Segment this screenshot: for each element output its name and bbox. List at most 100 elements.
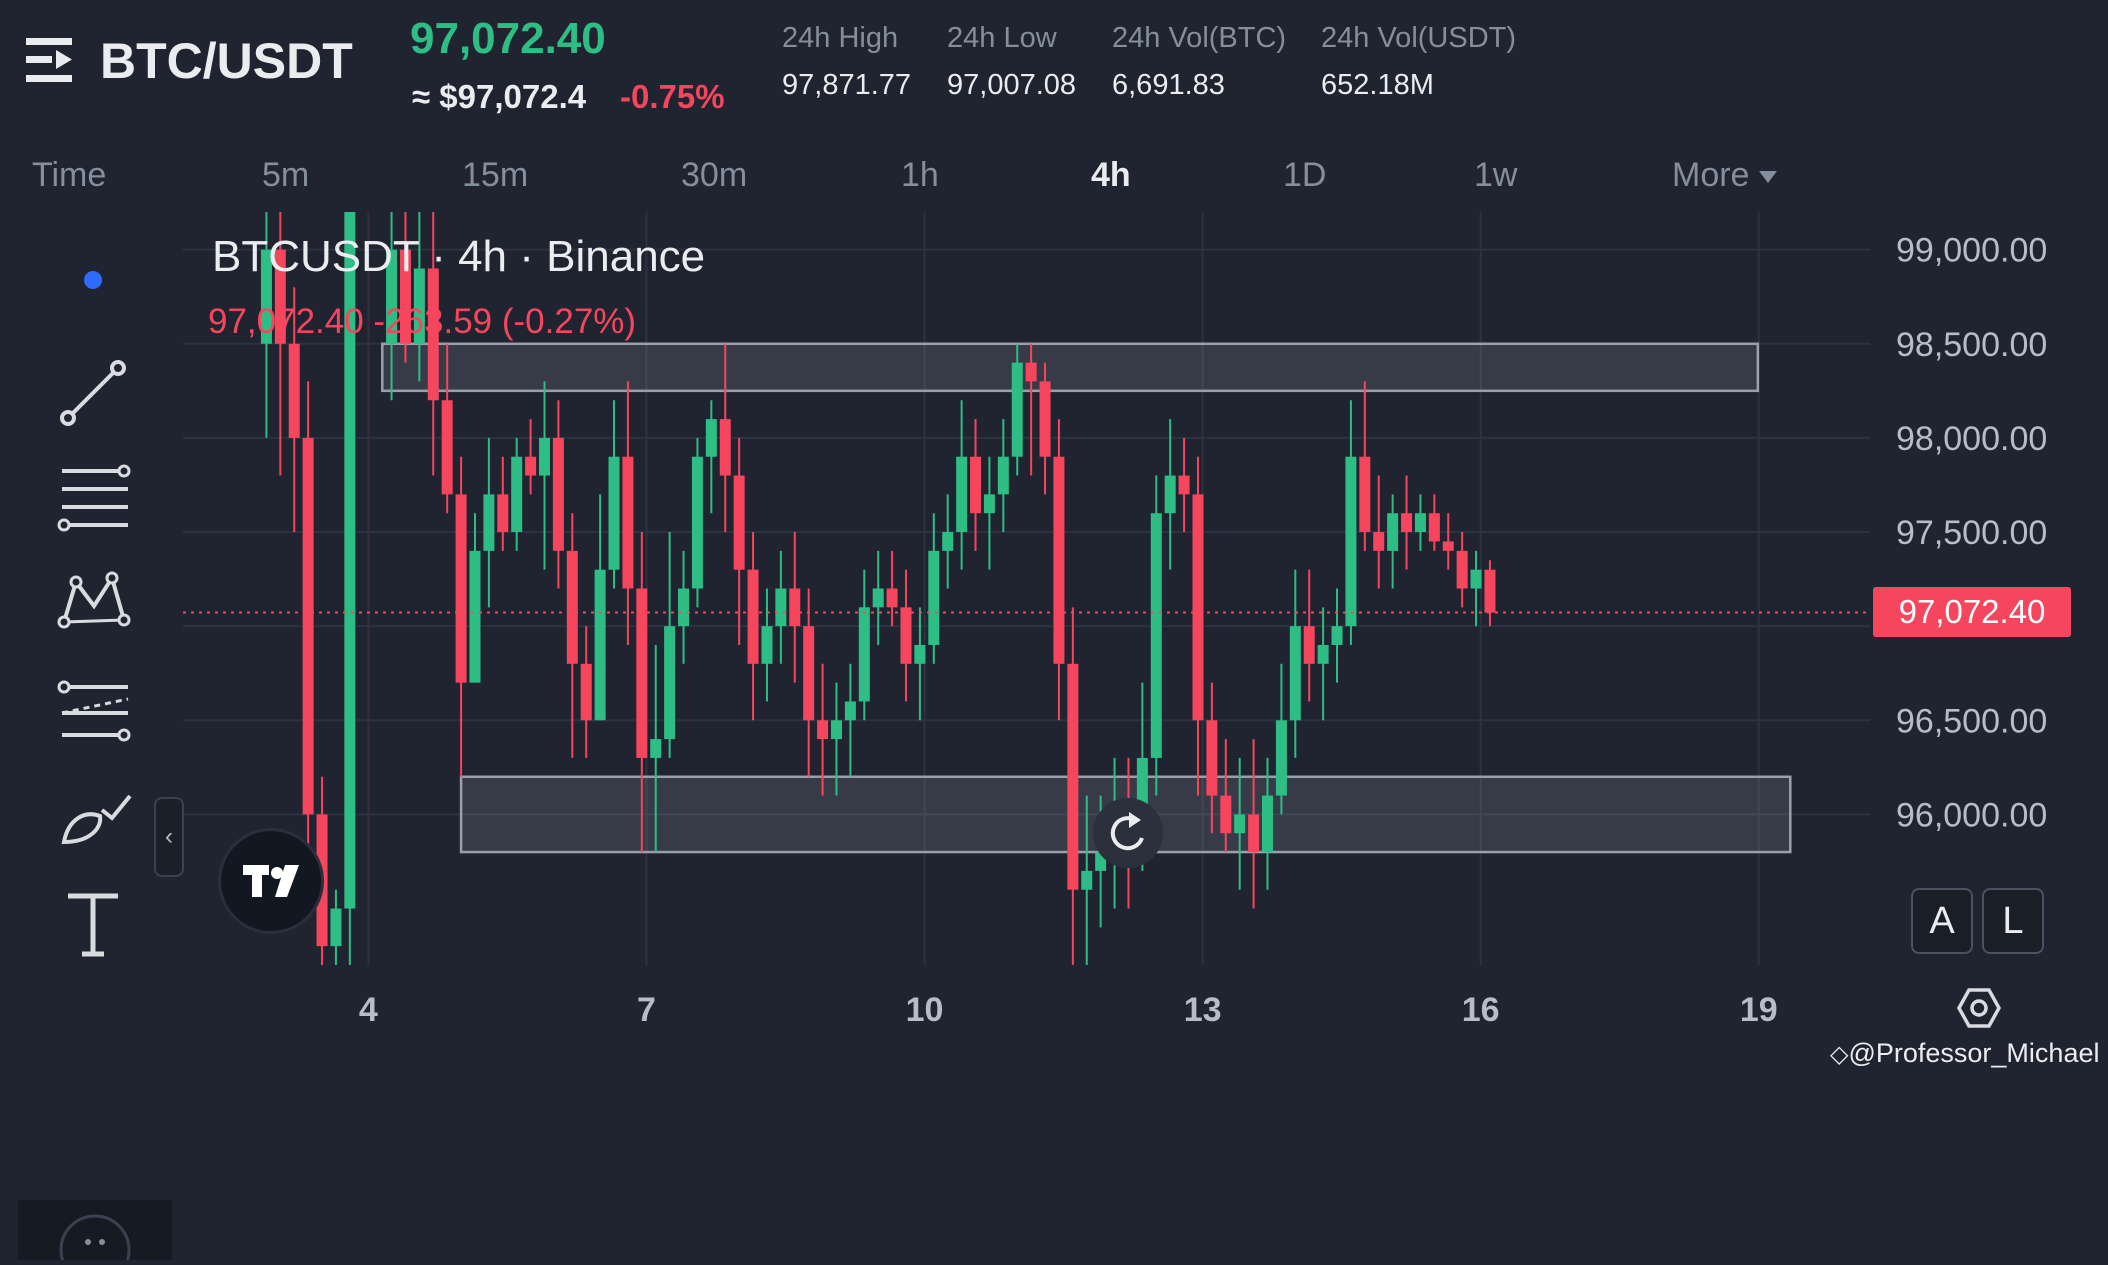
candle-body <box>1387 513 1399 551</box>
candle-body <box>1442 541 1454 551</box>
chart-legend-ohlc: 97,072.40 -263.59 (-0.27%) <box>208 302 637 341</box>
candle-body <box>399 249 411 344</box>
candle-body <box>1303 626 1315 664</box>
candle-body <box>1262 795 1273 853</box>
stat-24h-vol-usdt: 24h Vol(USDT) 652.18M <box>1321 22 1516 102</box>
candle-body <box>330 908 342 947</box>
approx-usd-price: ≈ $97,072.4 <box>412 78 587 115</box>
tab-15m[interactable]: 15m <box>462 156 529 194</box>
candle-body <box>678 588 690 627</box>
auto-scale-button[interactable]: A <box>1911 888 1973 954</box>
x-axis-tick-label: 19 <box>1740 991 1778 1029</box>
candle-body <box>664 626 676 740</box>
candle-body <box>1414 513 1426 533</box>
menu-icon[interactable] <box>26 36 78 84</box>
candle-body <box>1331 626 1343 645</box>
candle-body <box>650 739 662 758</box>
zone-rectangle <box>381 342 1760 393</box>
time-label[interactable]: Time <box>32 156 107 194</box>
stat-value: 97,871.77 <box>782 69 912 101</box>
tab-5m[interactable]: 5m <box>262 156 310 194</box>
candle-body <box>608 456 620 570</box>
y-axis-tick-label: 99,000.00 <box>1896 232 2047 270</box>
chart-canvas[interactable]: 99,000.00 98,500.00 98,000.00 97,500.00 96,5… <box>0 0 2108 1080</box>
price-chart[interactable]: 99,000.00 98,500.00 98,000.00 97,500.00 96,5… <box>0 0 2108 1080</box>
chart-settings-icon[interactable] <box>1955 984 2003 1032</box>
candle-body <box>539 437 550 476</box>
stat-24h-vol-btc: 24h Vol(BTC) 6,691.83 <box>1112 22 1286 102</box>
candle-body <box>413 268 425 344</box>
candle-body <box>1373 532 1385 551</box>
candle-body <box>1275 720 1287 796</box>
candle-body <box>455 494 467 683</box>
candle-body <box>1206 720 1218 796</box>
candle-body <box>1234 814 1246 834</box>
candle-body <box>1053 456 1065 664</box>
stat-label: 24h Low <box>947 22 1057 54</box>
x-axis-tick-label: 10 <box>906 991 944 1029</box>
candle-body <box>1428 513 1440 542</box>
projection-icon[interactable] <box>50 665 136 751</box>
more-dots-icon <box>59 1214 131 1265</box>
candle-body <box>761 626 773 664</box>
y-axis-tick-label: 96,000.00 <box>1896 796 2047 834</box>
candle-body <box>1484 569 1496 613</box>
more-tools-button[interactable] <box>18 1200 172 1265</box>
fib-lines-icon[interactable] <box>50 455 136 541</box>
price-change-percent: -0.75% <box>620 78 725 115</box>
trend-line-icon[interactable] <box>50 350 136 436</box>
candle-body <box>830 720 842 740</box>
candle-body <box>483 494 495 551</box>
tab-1h[interactable]: 1h <box>901 156 939 194</box>
candle-body <box>1136 757 1148 834</box>
candle-body <box>427 268 439 401</box>
pattern-icon[interactable] <box>50 560 136 646</box>
drawing-toolbar <box>0 210 180 1265</box>
candle-body <box>1401 513 1413 533</box>
stat-label: 24h Vol(USDT) <box>1321 22 1517 54</box>
candle-body <box>1011 362 1023 457</box>
candle-body <box>956 456 968 533</box>
crosshair-dot-icon[interactable] <box>50 250 136 336</box>
candle-body <box>566 550 578 664</box>
tab-30m[interactable]: 30m <box>681 156 748 194</box>
text-tool-icon[interactable] <box>50 880 136 966</box>
timeframe-bar: Time 5m 15m 30m 1h 4h 1D 1w More <box>0 150 2108 210</box>
candle-body <box>1248 814 1260 853</box>
tab-1d[interactable]: 1D <box>1283 156 1327 194</box>
candle-body <box>386 249 398 344</box>
collapse-toolbar-button[interactable]: ‹ <box>154 797 184 877</box>
candle-body <box>344 212 356 909</box>
tab-4h[interactable]: 4h <box>1091 156 1131 194</box>
candle-body <box>872 588 884 608</box>
ticker-header: BTC/USDT 97,072.40 ≈ $97,072.4 -0.75% 24… <box>0 0 2108 145</box>
candle-body <box>719 419 731 476</box>
candle-body <box>594 569 606 721</box>
brush-icon[interactable] <box>50 770 136 856</box>
reset-chart-button[interactable] <box>1093 798 1163 868</box>
candle-body <box>914 644 926 664</box>
more-timeframes-button[interactable]: More <box>1672 156 1778 195</box>
y-axis-tick-label: 98,000.00 <box>1896 420 2047 458</box>
candle-body <box>789 588 801 627</box>
candle-body <box>817 720 829 740</box>
log-scale-button[interactable]: L <box>1982 888 2044 954</box>
candle-body <box>983 494 995 514</box>
watermark: ◇@Professor_Michael <box>1830 1038 2099 1069</box>
candle-body <box>1220 795 1232 834</box>
caret-down-icon <box>1759 171 1778 184</box>
candle-body <box>580 663 592 721</box>
candle-body <box>733 475 745 570</box>
candle-body <box>441 400 453 495</box>
chart-legend-title: BTCUSDT · 4h · Binance <box>212 232 706 281</box>
rotate-icon <box>1110 812 1144 851</box>
pair-title[interactable]: BTC/USDT <box>100 33 353 89</box>
candle-body <box>1150 513 1162 758</box>
stat-24h-low: 24h Low 97,007.08 <box>947 22 1076 102</box>
binance-logo-icon: ◇ <box>1830 1041 1849 1068</box>
tab-1w[interactable]: 1w <box>1474 156 1518 194</box>
candle-body <box>288 343 300 438</box>
candle-body <box>747 569 759 664</box>
candle-body <box>1359 456 1371 533</box>
candle-body <box>858 607 870 702</box>
